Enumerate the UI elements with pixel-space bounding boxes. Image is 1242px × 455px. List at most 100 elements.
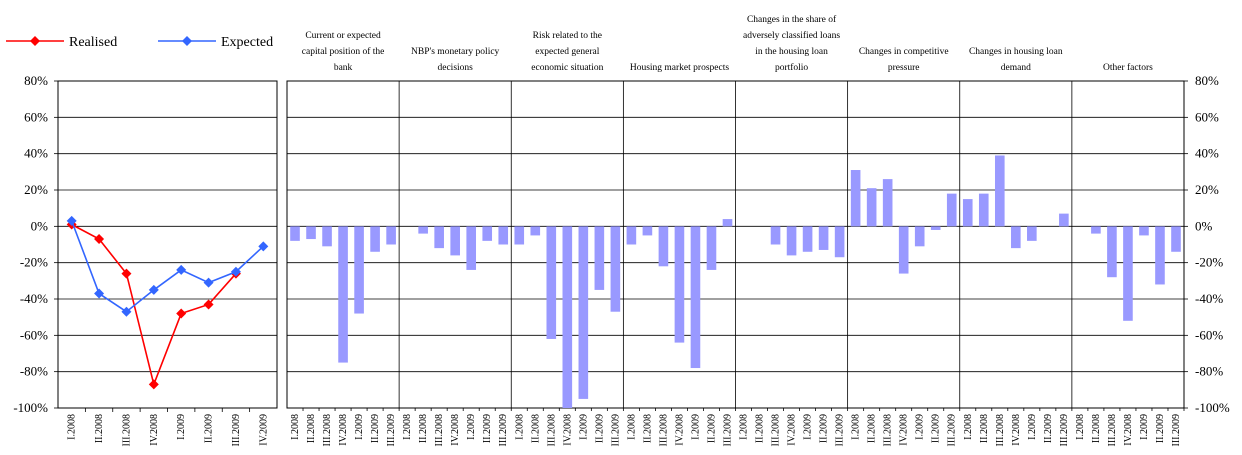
x-tick-label: IV.2009 [258, 414, 269, 446]
x-tick-label: III.2009 [722, 414, 733, 447]
bar [418, 226, 428, 234]
panel-title: Other factors [1103, 62, 1153, 73]
x-tick-label: I.2009 [466, 414, 477, 440]
x-tick-label: III.2008 [434, 414, 445, 447]
data-point-expected [258, 241, 269, 252]
x-tick-label: III.2009 [610, 414, 621, 447]
bar [690, 226, 701, 369]
panel-title: demand [1001, 63, 1031, 73]
x-tick-label: I.2009 [915, 414, 926, 440]
bar [658, 226, 669, 267]
x-tick-label: III.2009 [835, 414, 846, 447]
x-tick-label: II.2008 [642, 414, 653, 443]
legend-marker-expected [182, 36, 192, 46]
y-tick-label-left: -80% [20, 364, 48, 379]
x-tick-label: IV.2008 [899, 414, 910, 446]
y-tick-label-left: 20% [24, 182, 48, 197]
y-tick-label-right: 80% [1195, 73, 1219, 88]
bar [1123, 226, 1133, 321]
bar [770, 226, 781, 245]
x-tick-label: III.2009 [386, 414, 397, 447]
x-tick-label: II.2009 [1155, 414, 1166, 443]
bar [914, 226, 925, 247]
x-tick-label: I.2008 [67, 414, 78, 440]
x-tick-label: I.2009 [176, 414, 187, 440]
x-tick-label: I.2009 [803, 414, 814, 440]
y-tick-label-right: -40% [1195, 291, 1223, 306]
panel-title: Changes in housing loan [969, 47, 1063, 57]
x-tick-label: I.2008 [739, 414, 750, 440]
panel-title: NBP's monetary policy [411, 47, 500, 57]
bar [1027, 226, 1037, 241]
bar [530, 226, 541, 236]
y-tick-label-right: 0% [1195, 218, 1213, 233]
bar [1107, 226, 1117, 278]
y-tick-label-left: 40% [24, 146, 48, 161]
bar [850, 170, 861, 227]
x-tick-label: II.2008 [530, 414, 541, 443]
x-tick-label: III.2009 [1059, 414, 1070, 447]
y-tick-label-right: -100% [1195, 400, 1230, 415]
data-point-expected [203, 277, 214, 288]
x-tick-label: I.2008 [851, 414, 862, 440]
bar [322, 226, 332, 247]
x-tick-label: III.2008 [546, 414, 557, 447]
x-tick-label: IV.2008 [338, 414, 349, 446]
bar [674, 226, 685, 343]
x-tick-label: II.2008 [94, 414, 105, 443]
panel-title: bank [334, 63, 353, 73]
x-tick-label: I.2009 [354, 414, 365, 440]
bar [514, 226, 525, 245]
y-tick-label-right: -80% [1195, 364, 1223, 379]
legend: Realised Expected [6, 35, 273, 50]
x-tick-label: III.2009 [1171, 414, 1182, 447]
x-tick-label: II.2008 [418, 414, 429, 443]
panel-title: Changes in competitive [859, 47, 949, 57]
x-tick-label: III.2008 [883, 414, 894, 447]
x-tick-label: III.2009 [498, 414, 509, 447]
bar-chart-panels: Current or expected capital position of t… [286, 14, 1185, 447]
x-tick-label: IV.2008 [1011, 414, 1022, 446]
bar [898, 226, 909, 274]
x-tick-label: II.2009 [594, 414, 605, 443]
data-point-expected [94, 288, 105, 299]
panel-title: Housing market prospects [630, 63, 730, 73]
x-tick-label: III.2008 [658, 414, 669, 447]
x-tick-label: III.2008 [322, 414, 333, 447]
x-tick-label: II.2009 [931, 414, 942, 443]
legend-marker-realised [30, 36, 40, 46]
x-tick-label: II.2008 [306, 414, 317, 443]
x-tick-label: I.2009 [1027, 414, 1038, 440]
data-point-expected [66, 215, 77, 226]
panel-title: Current or expected [305, 31, 381, 41]
bar [930, 226, 941, 230]
x-tick-label: IV.2008 [450, 414, 461, 446]
bar [370, 226, 380, 252]
panel-title: economic situation [531, 63, 603, 73]
panel-title: Risk related to the [533, 31, 602, 41]
bar [610, 226, 621, 312]
data-point-realised [121, 268, 132, 279]
x-tick-label: III.2008 [121, 414, 132, 447]
panel-title: capital position of the [302, 46, 385, 57]
x-tick-label: I.2008 [290, 414, 301, 440]
line-panel-frame [57, 80, 278, 409]
bar [1139, 226, 1149, 236]
x-tick-label: III.2009 [947, 414, 958, 447]
y-axes: 80% 80% 60% 60% 40% 40% 20% 20% 0% 0% -20% -20% -40%… [13, 73, 1230, 415]
x-tick-label: I.2009 [578, 414, 589, 440]
bar [354, 226, 364, 314]
bar [1011, 226, 1021, 249]
x-tick-label: I.2009 [1139, 414, 1150, 440]
y-tick-label-left: -60% [20, 327, 48, 342]
x-tick-label: II.2008 [867, 414, 878, 443]
bar [498, 226, 509, 245]
legend-label-expected: Expected [221, 35, 273, 50]
x-tick-label: II.2009 [204, 414, 215, 443]
y-tick-label-left: 80% [24, 73, 48, 88]
panel-title: pressure [888, 63, 920, 73]
data-point-realised [148, 379, 159, 390]
panel-title: portfolio [775, 62, 808, 73]
x-tick-label: I.2008 [514, 414, 525, 440]
x-tick-label: I.2009 [690, 414, 701, 440]
